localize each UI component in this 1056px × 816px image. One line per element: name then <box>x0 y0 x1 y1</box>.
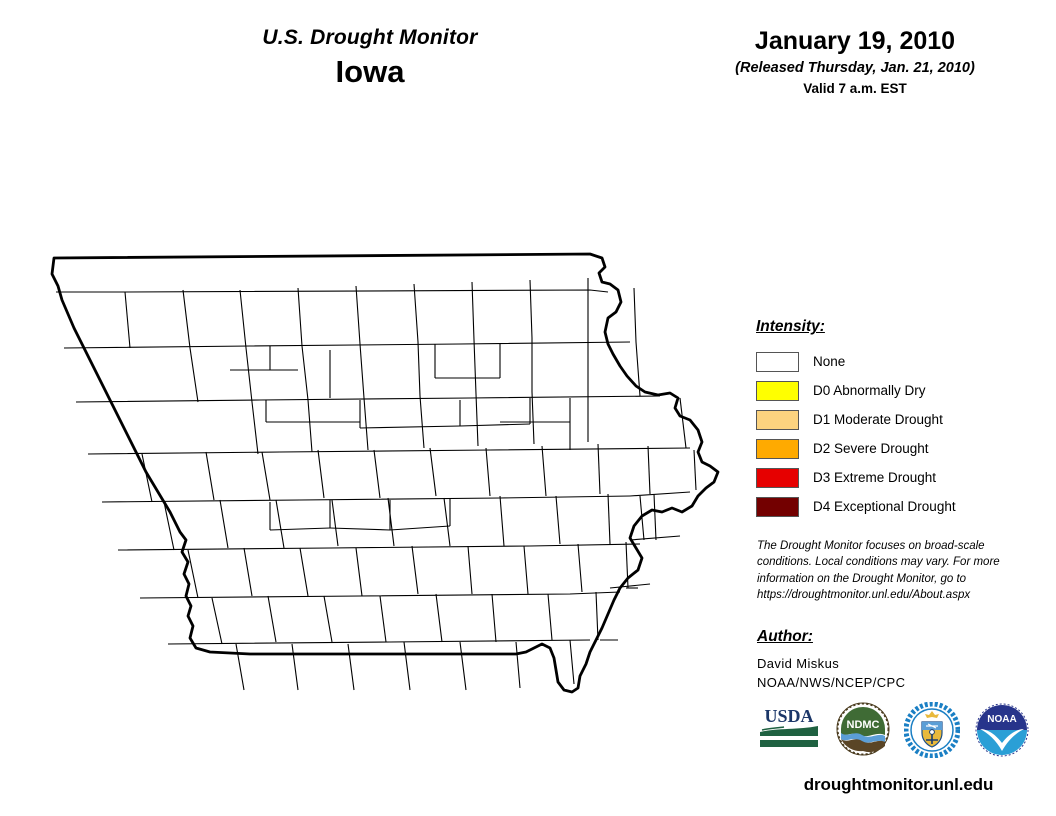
county-boundaries <box>56 278 697 691</box>
legend-swatch-d1 <box>756 409 799 430</box>
legend-label-d4: D4 Exceptional Drought <box>813 499 956 514</box>
legend-label-d1: D1 Moderate Drought <box>813 412 943 427</box>
legend-item-d1: D1 Moderate Drought <box>756 405 1036 434</box>
legend-label-none: None <box>813 354 846 369</box>
partner-logos: USDA NDMC <box>752 701 1042 764</box>
author-block: Author: David Miskus NOAA/NWS/NCEP/CPC <box>757 628 1027 693</box>
intensity-legend: Intensity: None D0 Abnormally Dry D1 Mod… <box>756 318 1036 521</box>
usda-logo: USDA <box>758 702 820 755</box>
ndmc-logo: NDMC <box>836 702 890 761</box>
state-fill-group <box>52 254 718 692</box>
disclaimer-line-2: conditions. Local conditions may vary. F… <box>757 556 1000 569</box>
legend-label-d2: D2 Severe Drought <box>813 441 929 456</box>
author-heading: Author: <box>757 628 813 645</box>
disclaimer-line-1: The Drought Monitor focuses on broad-sca… <box>757 540 985 552</box>
author-affiliation: NOAA/NWS/NCEP/CPC <box>757 674 906 690</box>
date-block: January 19, 2010 (Released Thursday, Jan… <box>700 27 1010 97</box>
state-border <box>50 252 720 694</box>
legend-swatch-none <box>756 351 799 372</box>
footer-url[interactable]: droughtmonitor.unl.edu <box>803 775 994 794</box>
author-name: David Miskus <box>757 656 840 671</box>
disclaimer-text: The Drought Monitor focuses on broad-sca… <box>757 538 1027 603</box>
title-block: U.S. Drought Monitor Iowa <box>150 26 590 89</box>
legend-swatch-d4 <box>756 496 799 517</box>
legend-label-d3: D3 Extreme Drought <box>813 470 937 485</box>
legend-item-d2: D2 Severe Drought <box>756 434 1036 463</box>
legend-item-none: None <box>756 347 1036 376</box>
legend-swatch-d2 <box>756 438 799 459</box>
noaa-logo: NOAA <box>974 702 1030 763</box>
disclaimer-link[interactable]: https://droughtmonitor.unl.edu/About.asp… <box>757 588 971 601</box>
iowa-state-shape <box>52 254 718 692</box>
doc-seal-logo <box>903 701 961 763</box>
legend-swatch-d3 <box>756 467 799 488</box>
legend-label-d0: D0 Abnormally Dry <box>813 383 926 398</box>
page-title: U.S. Drought Monitor <box>262 26 478 49</box>
state-title: Iowa <box>335 54 405 90</box>
legend-item-d3: D3 Extreme Drought <box>756 463 1036 492</box>
valid-date: January 19, 2010 <box>754 27 956 55</box>
ndmc-logo-text: NDMC <box>847 719 880 731</box>
legend-item-d4: D4 Exceptional Drought <box>756 492 1036 521</box>
release-date: (Released Thursday, Jan. 21, 2010) <box>735 59 975 76</box>
usda-logo-text: USDA <box>764 706 813 726</box>
legend-heading: Intensity: <box>756 318 825 335</box>
disclaimer-line-3: information on the Drought Monitor, go t… <box>757 572 967 585</box>
noaa-logo-text: NOAA <box>987 714 1016 725</box>
valid-time: Valid 7 a.m. EST <box>803 81 907 97</box>
legend-swatch-d0 <box>756 380 799 401</box>
iowa-state-outline <box>50 252 720 694</box>
legend-item-d0: D0 Abnormally Dry <box>756 376 1036 405</box>
iowa-drought-map <box>30 240 730 710</box>
